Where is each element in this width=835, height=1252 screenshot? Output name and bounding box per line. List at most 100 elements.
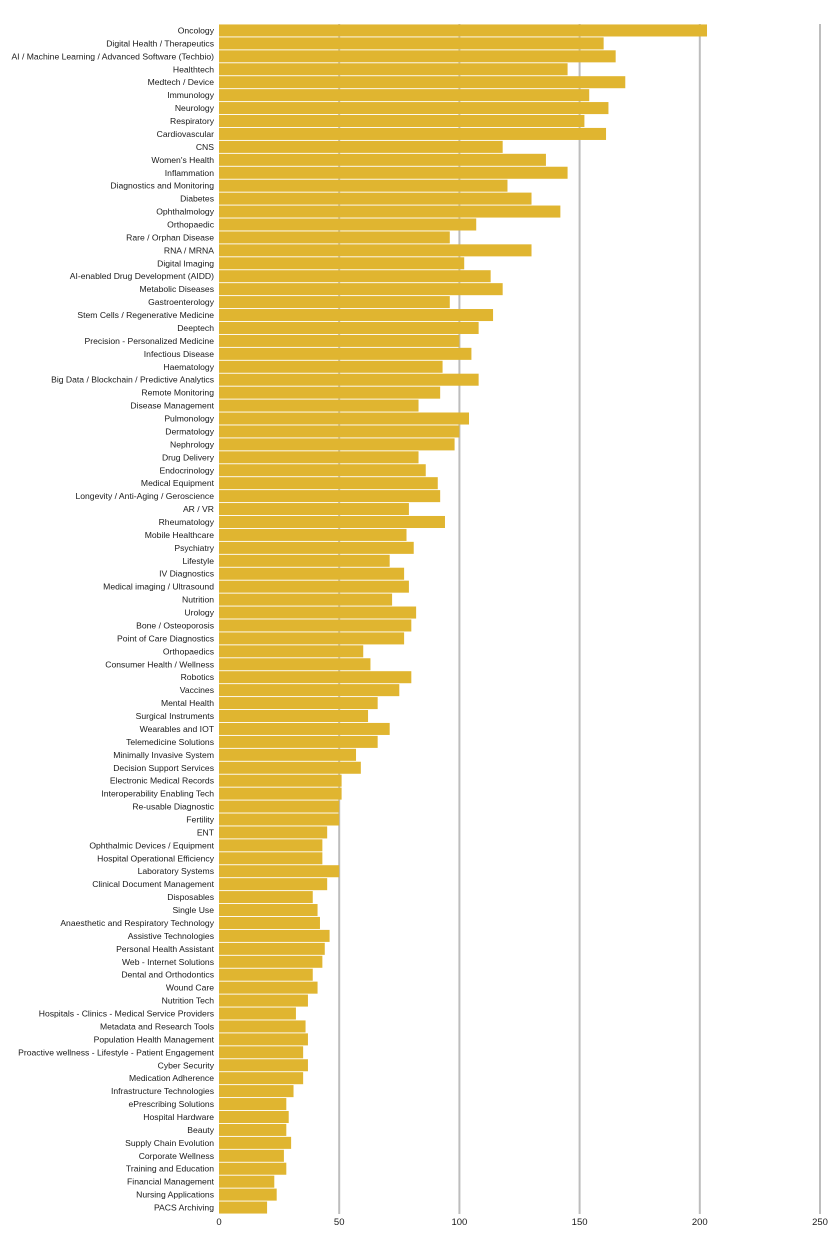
bar-48 (219, 645, 364, 658)
bar-27 (219, 373, 479, 386)
category-label: Dermatology (165, 426, 214, 436)
category-label: Endocrinology (160, 465, 215, 475)
category-label: Rheumatology (159, 517, 215, 527)
bar-49 (219, 658, 371, 671)
category-label: Vaccines (180, 685, 214, 695)
category-label: IV Diagnostics (159, 569, 214, 579)
bar-46 (219, 619, 412, 632)
bar-5 (219, 89, 590, 102)
category-label: AI-enabled Drug Development (AIDD) (70, 271, 214, 281)
bar-53 (219, 709, 369, 723)
bar-54 (219, 722, 390, 735)
bar-71 (219, 942, 325, 955)
bar-80 (219, 1059, 308, 1072)
bar-14 (219, 205, 561, 218)
category-label: Nutrition Tech (162, 996, 215, 1006)
category-label: Bone / Osteoporosis (136, 620, 214, 630)
bar-33 (219, 451, 419, 464)
category-label: Web - Internet Solutions (122, 957, 214, 967)
category-label: Cardiovascular (157, 129, 214, 139)
x-tick-label: 0 (216, 1217, 221, 1228)
bar-37 (219, 503, 409, 516)
category-label: Cyber Security (158, 1060, 215, 1070)
bar-42 (219, 567, 405, 580)
category-label: Consumer Health / Wellness (105, 659, 214, 669)
bar-21 (219, 296, 450, 309)
category-label: Mental Health (161, 698, 214, 708)
category-label: Medical Equipment (141, 478, 215, 488)
category-label: Nephrology (170, 439, 215, 449)
bar-35 (219, 477, 438, 490)
category-label: Corporate Wellness (139, 1151, 214, 1161)
bar-82 (219, 1085, 294, 1098)
bar-72 (219, 955, 323, 968)
bar-45 (219, 606, 417, 619)
bar-70 (219, 929, 330, 942)
bar-18 (219, 257, 465, 270)
bar-13 (219, 192, 532, 205)
category-label: Hospital Hardware (143, 1112, 214, 1122)
category-label: Disposables (167, 892, 214, 902)
bar-36 (219, 490, 441, 503)
category-label: Electronic Medical Records (110, 776, 214, 786)
bar-12 (219, 179, 508, 192)
category-label: ENT (197, 827, 215, 837)
bar-51 (219, 684, 400, 697)
bar-7 (219, 114, 585, 128)
category-label: Supply Chain Evolution (125, 1138, 214, 1148)
category-label: Inflammation (165, 168, 214, 178)
category-label: RNA / MRNA (164, 245, 214, 255)
category-label: Digital Health / Therapeutics (106, 38, 214, 48)
bar-15 (219, 218, 477, 231)
bar-76 (219, 1007, 296, 1020)
category-label: Single Use (172, 905, 214, 915)
category-label: Healthtech (173, 64, 214, 74)
category-label: Clinical Document Management (92, 879, 214, 889)
category-label: Ophthalmology (156, 207, 215, 217)
bars (219, 24, 708, 1214)
category-label: Psychiatry (174, 543, 214, 553)
bar-11 (219, 166, 568, 179)
bar-2 (219, 50, 616, 63)
category-label: Interoperability Enabling Tech (101, 789, 214, 799)
category-label: Big Data / Blockchain / Predictive Analy… (51, 375, 214, 385)
bar-29 (219, 399, 419, 412)
bar-61 (219, 813, 340, 826)
bar-59 (219, 787, 342, 800)
category-label: Respiratory (170, 116, 215, 126)
category-label: Population Health Management (94, 1034, 215, 1044)
category-label: Metadata and Research Tools (100, 1021, 214, 1031)
bar-62 (219, 826, 328, 839)
category-label: Metabolic Diseases (139, 284, 214, 294)
bar-66 (219, 878, 328, 891)
category-label: Stem Cells / Regenerative Medicine (77, 310, 214, 320)
category-label: Urology (184, 608, 214, 618)
category-labels: Oncology Digital Health / Therapeutics AI … (11, 25, 214, 1212)
category-label: Neurology (175, 103, 215, 113)
category-label: Wearables and IOT (140, 724, 215, 734)
bar-16 (219, 231, 450, 244)
x-tick-label: 200 (692, 1217, 708, 1228)
bar-55 (219, 735, 378, 748)
category-label: Medical imaging / Ultrasound (103, 582, 214, 592)
bar-8 (219, 127, 607, 140)
bar-22 (219, 309, 494, 322)
category-label: Medtech / Device (148, 77, 215, 87)
category-label: AI / Machine Learning / Advanced Softwar… (11, 51, 214, 61)
category-label: Ophthalmic Devices / Equipment (89, 840, 214, 850)
bar-1 (219, 37, 604, 50)
category-label: Diagnostics and Monitoring (110, 181, 214, 191)
category-label: Lifestyle (182, 556, 214, 566)
bar-58 (219, 774, 342, 787)
bar-6 (219, 102, 609, 115)
category-label: Beauty (187, 1125, 214, 1135)
bar-47 (219, 632, 405, 645)
bar-20 (219, 283, 503, 296)
bar-44 (219, 593, 393, 606)
x-axis-ticks: 0 50 100 150 200 250 (216, 1217, 828, 1228)
bar-28 (219, 386, 441, 399)
category-label: Disease Management (130, 401, 214, 411)
category-label: Surgical Instruments (136, 711, 214, 721)
bar-60 (219, 800, 340, 813)
